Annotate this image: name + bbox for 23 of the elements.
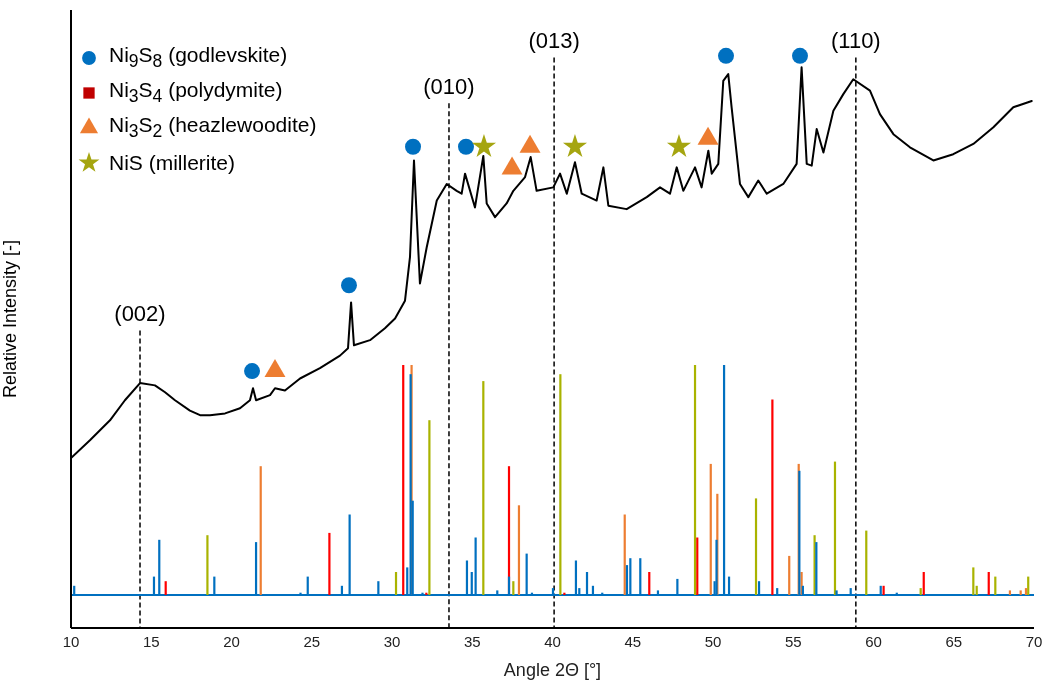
text: (013) <box>527 27 581 56</box>
x-tick-label: 65 <box>945 632 963 650</box>
x-tick-label: 10 <box>62 632 80 650</box>
y-axis-title: Relative Intensity [-] <box>0 239 21 399</box>
annotation: (002) <box>113 300 167 329</box>
x-tick-label: 50 <box>704 632 722 650</box>
annotation: (010) <box>422 73 476 102</box>
x-tick-label: 20 <box>223 632 240 650</box>
x-tick-label: 25 <box>303 632 321 650</box>
x-tick-label: 55 <box>784 632 802 650</box>
text: (110) <box>829 27 882 56</box>
x-tick-label: 35 <box>463 632 481 650</box>
x-tick-label: 30 <box>383 632 401 650</box>
x-axis-title: Angle 2Θ [°] <box>503 660 602 680</box>
x-tick-label: 60 <box>865 632 882 650</box>
x-tick-label: 70 <box>1025 632 1043 650</box>
legend-label: Ni$_{3}$S$_{2}$ (heazlewoodite) <box>109 112 317 143</box>
x-tick-label: 15 <box>142 632 160 650</box>
x-tick-label: 45 <box>624 632 642 650</box>
x-tick-label: 40 <box>544 632 561 650</box>
legend-label: Ni$_{9}$S$_{8}$ (godlevskite) <box>109 42 288 73</box>
legend-label: NiS (millerite) <box>109 150 235 175</box>
legend-label: Ni$_{3}$S$_{4}$ (polydymite) <box>109 77 283 108</box>
